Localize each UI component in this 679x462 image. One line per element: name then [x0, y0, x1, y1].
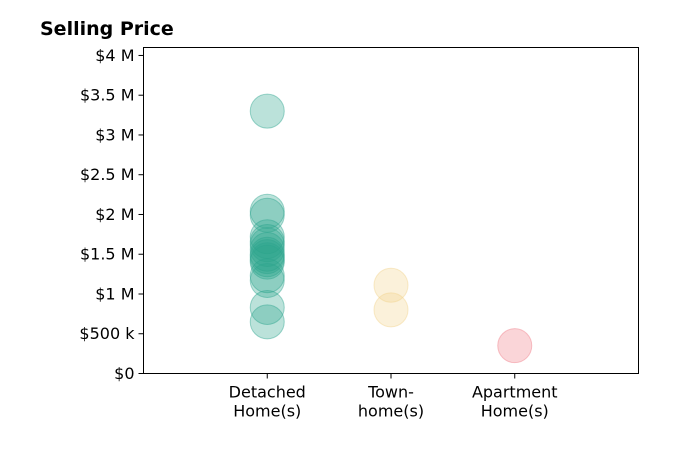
x-category-label-line: Town-: [367, 383, 414, 402]
x-category-label-line: Home(s): [233, 402, 301, 421]
x-category-label-line: Detached: [229, 383, 306, 402]
x-category-label: Town-home(s): [358, 383, 424, 421]
data-point: [249, 231, 285, 267]
data-point: [249, 197, 285, 233]
y-axis: $0 $500 k $1 M $1.5 M $2 M $2.5 M $3 M $3.5 M $4…: [79, 46, 144, 383]
data-point: [249, 227, 285, 263]
data-point: [249, 224, 285, 260]
x-category-label-line: Home(s): [481, 402, 549, 421]
y-tick-label: $0: [114, 364, 134, 383]
data-point: [249, 219, 285, 255]
y-tick-label: $500 k: [79, 324, 135, 343]
y-tick-label: $2.5 M: [80, 165, 135, 184]
data-point: [249, 258, 285, 294]
y-tick-label: $3.5 M: [80, 86, 135, 105]
y-tick-label: $3 M: [95, 125, 134, 144]
data-point: [249, 239, 285, 275]
y-tick-label: $4 M: [95, 46, 134, 65]
data-point: [497, 328, 533, 364]
x-category-label-line: home(s): [358, 402, 424, 421]
y-tick-label: $1.5 M: [80, 245, 135, 264]
data-point: [249, 290, 285, 326]
data-point: [373, 292, 409, 328]
chart-title: Selling Price: [40, 18, 174, 40]
x-category-label: Detached Home(s): [229, 383, 306, 421]
data-point: [249, 242, 285, 278]
x-axis: Detached Home(s)Town-home(s)Apartment Home…: [229, 373, 558, 421]
data-point: [249, 236, 285, 272]
data-point: [373, 267, 409, 303]
data-point: [249, 304, 285, 340]
x-category-label-line: Apartment: [472, 383, 558, 402]
data-point: [249, 244, 285, 280]
data-point: [249, 93, 285, 129]
x-category-label: Apartment Home(s): [472, 383, 558, 421]
data-point: [249, 262, 285, 298]
y-tick-label: $2 M: [95, 205, 134, 224]
data-point: [249, 193, 285, 229]
y-tick-label: $1 M: [95, 284, 134, 303]
data-points: [249, 93, 533, 364]
